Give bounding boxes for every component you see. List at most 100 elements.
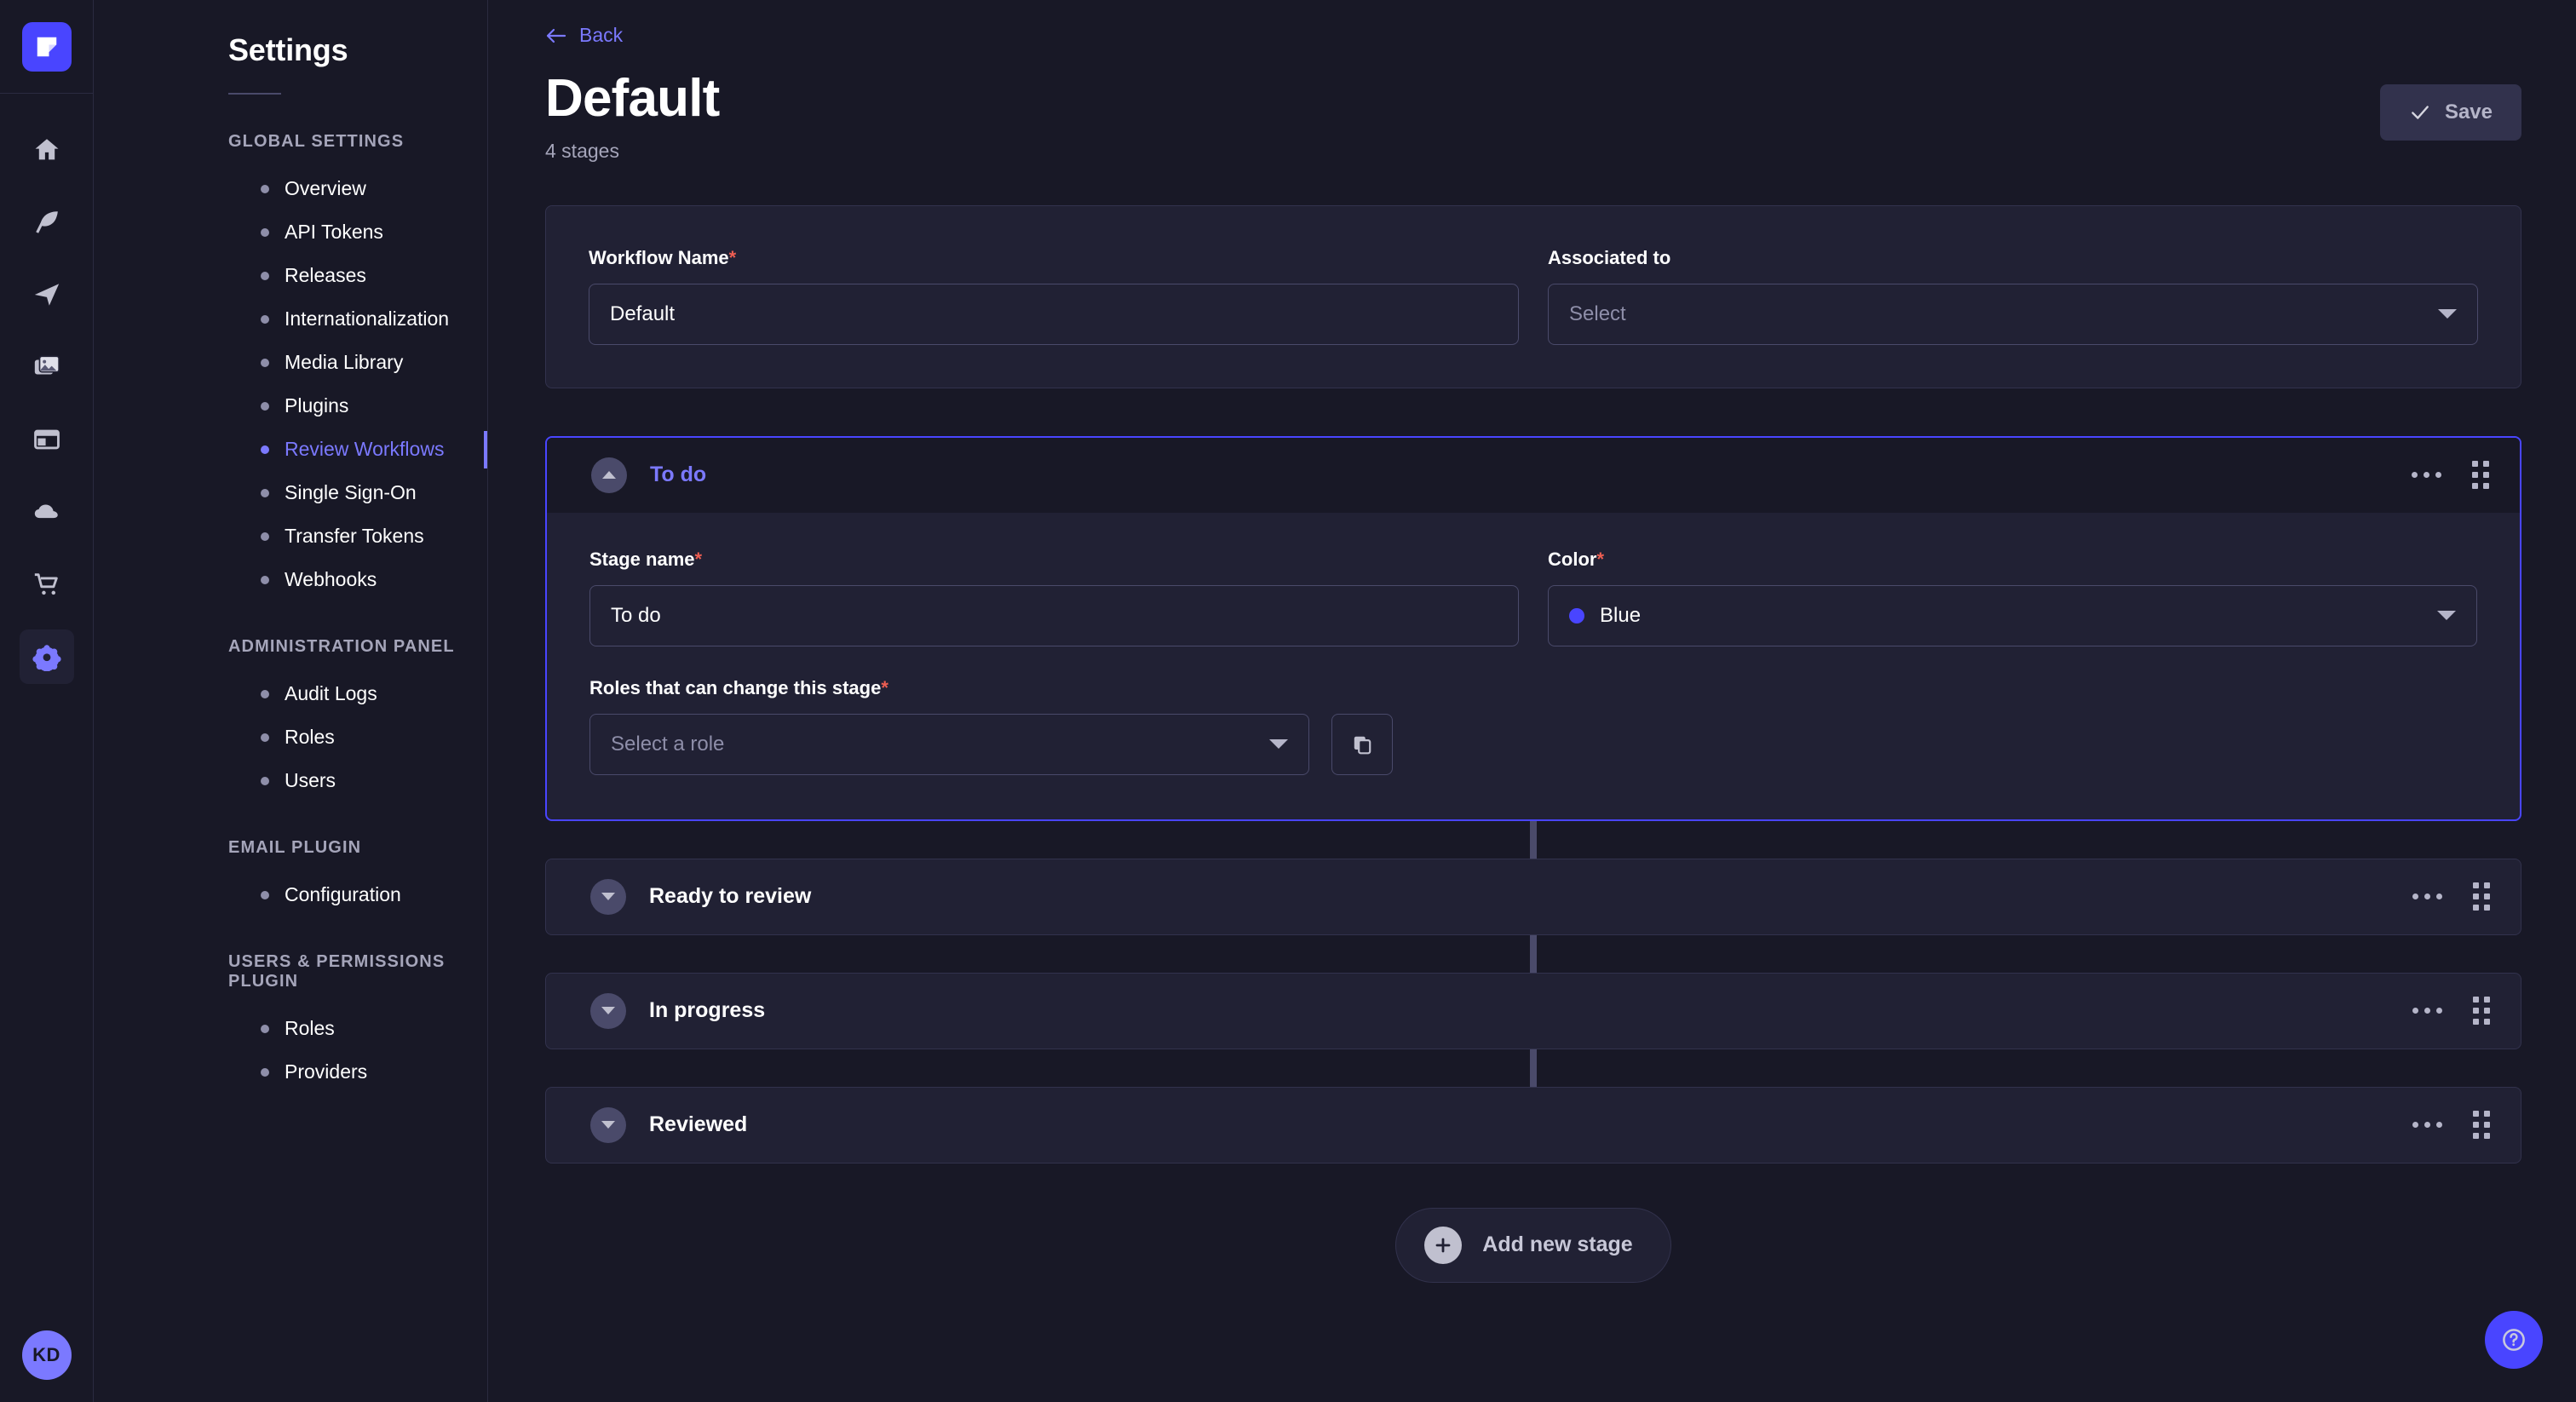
home-icon[interactable] (20, 123, 74, 177)
stage-header[interactable]: To do (547, 437, 2520, 513)
sidebar-section-list: Overview API Tokens Releases Internationali… (94, 167, 487, 601)
content-manager-feather-icon[interactable] (20, 195, 74, 250)
chevron-glyph (601, 893, 615, 901)
sidebar-section-title: EMAIL PLUGIN (228, 838, 362, 857)
add-new-stage-label: Add new stage (1482, 1232, 1633, 1257)
sidebar-item-media-library[interactable]: Media Library (94, 341, 487, 384)
stage-header[interactable]: Ready to review (546, 859, 2521, 934)
sidebar-item-single-sign-on[interactable]: Single Sign-On (94, 471, 487, 514)
sidebar-item-plugins[interactable]: Plugins (94, 384, 487, 428)
chevron-down-icon[interactable] (590, 992, 626, 1029)
bullet-icon (261, 271, 269, 280)
stage-title: In progress (649, 998, 766, 1023)
chevron-glyph (601, 1121, 615, 1129)
add-new-stage-button[interactable]: Add new stage (1395, 1207, 1671, 1283)
associated-to-placeholder: Select (1569, 302, 1626, 325)
stage-name-input[interactable]: To do (589, 584, 1519, 646)
sidebar-item-roles[interactable]: Roles (94, 1007, 487, 1050)
more-options-icon[interactable] (2412, 1008, 2442, 1014)
paper-plane-icon[interactable] (20, 267, 74, 322)
required-asterisk: * (881, 676, 888, 698)
stage-actions (2412, 997, 2490, 1026)
sidebar-item-webhooks[interactable]: Webhooks (94, 558, 487, 601)
stage-actions (2412, 1111, 2490, 1140)
sidebar-item-transfer-tokens[interactable]: Transfer Tokens (94, 514, 487, 558)
stage-connector (545, 1049, 2521, 1087)
back-link[interactable]: Back (545, 24, 623, 47)
stage-header[interactable]: In progress (546, 974, 2521, 1049)
drag-handle-icon[interactable] (2473, 1111, 2490, 1140)
sidebar-section-list: Audit Logs Roles Users (94, 672, 487, 802)
avatar[interactable]: KD (21, 1330, 72, 1380)
sidebar-item-internationalization[interactable]: Internationalization (94, 297, 487, 341)
media-library-icon[interactable] (20, 340, 74, 394)
sidebar-item-api-tokens[interactable]: API Tokens (94, 210, 487, 254)
associated-to-select[interactable]: Select (1548, 283, 2478, 345)
stage-name-label-text: Stage name (589, 548, 695, 570)
sidebar-item-roles[interactable]: Roles (94, 715, 487, 759)
bullet-icon (261, 890, 269, 899)
sidebar-item-audit-logs[interactable]: Audit Logs (94, 672, 487, 715)
sidebar-item-users[interactable]: Users (94, 759, 487, 802)
stage-roles-row: Roles that can change this stage* Select … (589, 677, 2477, 775)
sidebar-item-label: Configuration (285, 883, 401, 905)
stage-title: Reviewed (649, 1112, 748, 1137)
drag-handle-icon[interactable] (2473, 882, 2490, 911)
chevron-up-icon[interactable] (591, 457, 627, 493)
drag-handle-icon[interactable] (2472, 461, 2489, 490)
more-options-icon[interactable] (2412, 893, 2442, 900)
more-options-icon[interactable] (2412, 472, 2441, 479)
page-header-text: Default 4 stages (545, 70, 720, 163)
stage-connector (545, 820, 2521, 859)
stage-card: Ready to review (545, 858, 2521, 935)
sidebar-item-label: Overview (285, 177, 366, 199)
bullet-icon (261, 401, 269, 411)
stage-header[interactable]: Reviewed (546, 1088, 2521, 1163)
chevron-down-icon[interactable] (590, 1106, 626, 1143)
stage-roles-select[interactable]: Select a role (589, 713, 1309, 775)
save-button[interactable]: Save (2379, 83, 2521, 141)
sidebar-item-label: Transfer Tokens (285, 525, 424, 547)
sidebar-item-label: Users (285, 769, 336, 791)
chevron-glyph (602, 471, 616, 480)
chevron-down-icon[interactable] (590, 878, 626, 915)
sidebar-item-releases[interactable]: Releases (94, 254, 487, 297)
bullet-icon (261, 1067, 269, 1077)
sidebar-sections: GLOBAL SETTINGS Overview API Tokens Release… (94, 132, 487, 1094)
drag-handle-icon[interactable] (2473, 997, 2490, 1026)
stage-actions (2412, 882, 2490, 911)
more-options-icon[interactable] (2412, 1122, 2442, 1129)
required-asterisk: * (728, 246, 737, 268)
sidebar-title: Settings (228, 32, 348, 67)
stage-card: In progress (545, 972, 2521, 1049)
sidebar-section-title: ADMINISTRATION PANEL (228, 637, 455, 656)
settings-gear-icon[interactable] (19, 629, 74, 684)
stages-list: To do Stage name* To do Color* Blue Roles tha… (545, 435, 2521, 1164)
connector-line (1530, 934, 1537, 973)
marketplace-cart-icon[interactable] (20, 557, 74, 612)
help-button[interactable] (2485, 1311, 2543, 1369)
sidebar-item-overview[interactable]: Overview (94, 167, 487, 210)
sidebar-item-configuration[interactable]: Configuration (94, 873, 487, 916)
stage-color-label: Color* (1548, 549, 2477, 571)
back-label: Back (579, 24, 624, 46)
sidebar-item-review-workflows[interactable]: Review Workflows (94, 428, 487, 471)
duplicate-icon[interactable] (1331, 713, 1393, 775)
connector-line (1530, 820, 1537, 859)
stage-name-field: Stage name* To do (589, 549, 1519, 646)
workflow-name-label: Workflow Name* (589, 247, 1519, 269)
strapi-logo-icon[interactable] (21, 21, 72, 72)
stage-color-label-text: Color (1548, 548, 1597, 570)
content-type-builder-icon[interactable] (20, 412, 74, 467)
color-value-text: Blue (1600, 603, 1642, 627)
stage-connector (545, 934, 2521, 973)
sidebar-item-providers[interactable]: Providers (94, 1050, 487, 1094)
bullet-icon (261, 733, 269, 742)
sidebar-item-label: Internationalization (285, 307, 450, 330)
sidebar-header: Settings (94, 0, 487, 95)
stage-color-select[interactable]: Blue (1548, 584, 2477, 646)
workflow-name-input[interactable]: Default (589, 283, 1519, 345)
required-asterisk: * (1596, 548, 1605, 570)
cloud-icon[interactable] (20, 485, 74, 539)
sidebar-item-label: Media Library (285, 351, 404, 373)
